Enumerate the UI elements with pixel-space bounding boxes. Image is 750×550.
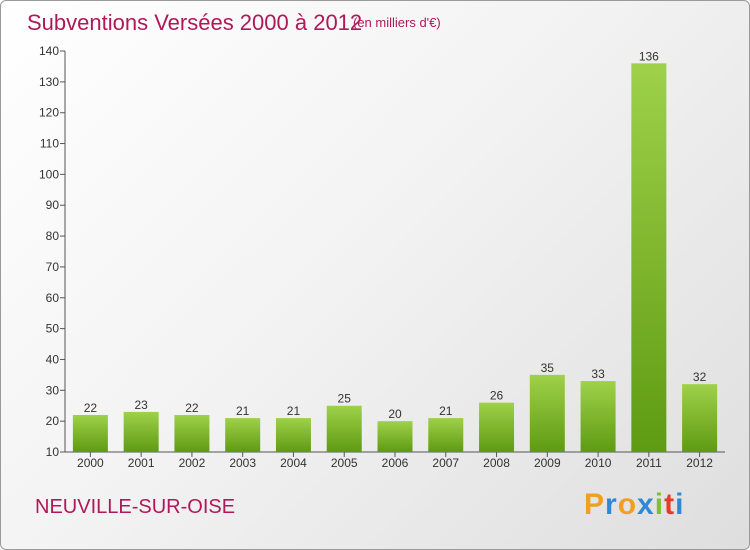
- y-tick-label: 20: [46, 414, 60, 428]
- y-tick-label: 10: [46, 445, 60, 459]
- bar: [529, 374, 565, 452]
- bar: [682, 384, 718, 452]
- y-tick-label: 40: [46, 352, 60, 366]
- bar: [428, 418, 464, 452]
- bar-value-label: 136: [639, 49, 659, 63]
- bar: [326, 405, 362, 452]
- x-axis: 2000 2001 2002 2003 2004 2005 2006 2007 2008 2009…: [65, 451, 725, 470]
- x-tick-label: 2003: [229, 456, 256, 470]
- y-tick-label: 50: [46, 322, 60, 336]
- x-tick-label: 2008: [483, 456, 510, 470]
- y-tick-label: 60: [46, 291, 60, 305]
- bar-value-label: 33: [591, 367, 605, 381]
- y-tick-label: 100: [39, 167, 59, 181]
- bar-value-label: 35: [541, 361, 555, 375]
- x-tick-label: 2006: [382, 456, 409, 470]
- bar-value-label: 32: [693, 370, 707, 384]
- proxiti-logo[interactable]: Proxiti: [584, 488, 684, 522]
- bar: [72, 414, 108, 452]
- x-tick-label: 2012: [686, 456, 713, 470]
- bar: [631, 63, 667, 452]
- logo-letter: i: [675, 488, 685, 521]
- y-tick-label: 30: [46, 383, 60, 397]
- y-tick-label: 120: [39, 106, 59, 120]
- bar-value-label: 21: [439, 404, 453, 418]
- bar: [275, 418, 311, 452]
- bar-value-label: 23: [134, 398, 148, 412]
- y-tick-label: 70: [46, 260, 60, 274]
- logo-letter: r: [605, 488, 618, 521]
- chart-title: Subventions Versées 2000 à 2012: [27, 10, 363, 35]
- bar-value-label: 21: [287, 404, 301, 418]
- commune-name: NEUVILLE-SUR-OISE: [35, 496, 236, 518]
- x-tick-label: 2004: [280, 456, 307, 470]
- bar-value-label: 21: [236, 404, 250, 418]
- value-labels: 22 23 22 21 21 25 20 21 26 35 33 136 32: [84, 49, 707, 421]
- logo-letter: x: [637, 488, 655, 521]
- logo-letter: o: [617, 488, 638, 521]
- x-tick-label: 2000: [77, 456, 104, 470]
- y-tick-label: 80: [46, 229, 60, 243]
- bar-value-label: 26: [490, 389, 504, 403]
- bars: [72, 63, 718, 452]
- x-tick-label: 2007: [432, 456, 459, 470]
- bar: [225, 418, 261, 452]
- x-tick-label: 2010: [585, 456, 612, 470]
- bar: [123, 411, 159, 452]
- logo-letter: i: [654, 488, 665, 521]
- y-axis: 10 20 30 40 50 60 70 80 90 100 110 120 130 140: [39, 44, 66, 459]
- chart-subtitle: (en milliers d'€): [353, 15, 441, 30]
- y-tick-label: 140: [39, 44, 59, 58]
- logo-letter: t: [664, 488, 676, 521]
- bar-value-label: 22: [84, 401, 98, 415]
- bar-value-label: 25: [338, 392, 352, 406]
- x-tick-label: 2001: [128, 456, 155, 470]
- y-tick-label: 130: [39, 75, 59, 89]
- y-tick-label: 110: [40, 137, 59, 151]
- bar: [174, 414, 210, 452]
- y-tick-label: 90: [46, 198, 60, 212]
- bar-value-label: 20: [388, 407, 402, 421]
- bar: [580, 381, 616, 452]
- bar-value-label: 22: [185, 401, 199, 415]
- x-tick-label: 2005: [331, 456, 358, 470]
- x-tick-label: 2011: [636, 456, 662, 470]
- bar: [479, 402, 515, 452]
- bar: [377, 421, 413, 452]
- x-tick-label: 2009: [534, 456, 561, 470]
- logo-letter: P: [584, 488, 606, 521]
- x-tick-label: 2002: [179, 456, 206, 470]
